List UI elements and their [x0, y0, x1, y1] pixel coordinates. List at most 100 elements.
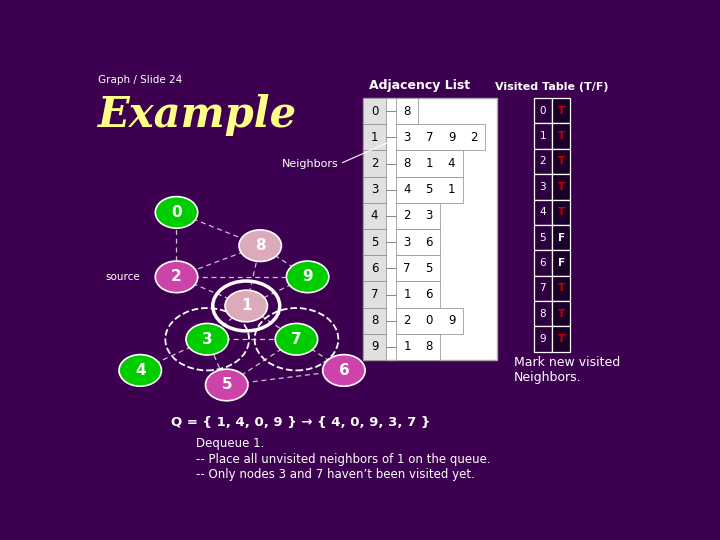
- Text: 6: 6: [371, 262, 378, 275]
- Circle shape: [239, 230, 282, 261]
- Text: 6: 6: [426, 235, 433, 248]
- Text: 2: 2: [403, 314, 410, 327]
- Text: 7: 7: [426, 131, 433, 144]
- Bar: [364, 255, 386, 281]
- Text: 9: 9: [539, 334, 546, 344]
- Bar: [534, 275, 552, 301]
- Text: 8: 8: [539, 309, 546, 319]
- Text: 3: 3: [202, 332, 212, 347]
- Text: Dequeue 1.: Dequeue 1.: [196, 437, 264, 450]
- Bar: [552, 149, 570, 174]
- Text: 7: 7: [403, 262, 410, 275]
- Bar: [364, 98, 386, 124]
- Text: 8: 8: [426, 340, 433, 353]
- Bar: [396, 203, 441, 229]
- Text: 5: 5: [371, 235, 378, 248]
- Text: 0: 0: [426, 314, 433, 327]
- Bar: [364, 281, 386, 308]
- Bar: [534, 301, 552, 326]
- Circle shape: [119, 355, 161, 386]
- Bar: [552, 250, 570, 275]
- Text: 3: 3: [371, 183, 378, 196]
- Text: 5: 5: [426, 262, 433, 275]
- Bar: [396, 151, 463, 177]
- Bar: [534, 98, 552, 124]
- Text: 2: 2: [171, 269, 182, 285]
- Text: -- Only nodes 3 and 7 haven’t been visited yet.: -- Only nodes 3 and 7 haven’t been visit…: [196, 468, 475, 481]
- Text: Visited Table (T/F): Visited Table (T/F): [495, 82, 609, 92]
- Bar: [364, 203, 386, 229]
- Text: 4: 4: [403, 183, 410, 196]
- Text: 3: 3: [403, 235, 410, 248]
- Bar: [364, 177, 386, 203]
- Text: 8: 8: [255, 238, 266, 253]
- Text: 2: 2: [371, 157, 378, 170]
- Bar: [552, 199, 570, 225]
- Text: 1: 1: [241, 299, 251, 313]
- Bar: [396, 334, 441, 360]
- Text: 5: 5: [426, 183, 433, 196]
- Bar: [552, 225, 570, 250]
- Text: Adjacency List: Adjacency List: [369, 79, 469, 92]
- Bar: [396, 255, 441, 281]
- Bar: [396, 308, 463, 334]
- Bar: [534, 225, 552, 250]
- Text: 4: 4: [448, 157, 455, 170]
- Text: T: T: [557, 106, 565, 116]
- Text: 1: 1: [371, 131, 378, 144]
- Text: F: F: [558, 233, 564, 242]
- Text: Neighbors: Neighbors: [282, 159, 338, 169]
- Text: 6: 6: [539, 258, 546, 268]
- Circle shape: [275, 323, 318, 355]
- Text: T: T: [557, 284, 565, 293]
- Bar: [364, 151, 386, 177]
- Text: 2: 2: [403, 210, 410, 222]
- Bar: [364, 229, 386, 255]
- Text: T: T: [557, 207, 565, 217]
- Text: 9: 9: [371, 340, 378, 353]
- Text: 9: 9: [448, 131, 455, 144]
- Text: 7: 7: [371, 288, 378, 301]
- Text: T: T: [557, 131, 565, 141]
- Text: 1: 1: [426, 157, 433, 170]
- Text: 2: 2: [539, 157, 546, 166]
- Bar: [552, 301, 570, 326]
- Bar: [552, 275, 570, 301]
- Bar: [364, 124, 386, 151]
- Circle shape: [225, 290, 267, 322]
- Bar: [364, 308, 386, 334]
- Text: 7: 7: [291, 332, 302, 347]
- Text: 2: 2: [470, 131, 477, 144]
- Bar: [552, 124, 570, 149]
- Text: Example: Example: [98, 94, 297, 136]
- Circle shape: [186, 323, 228, 355]
- Text: 4: 4: [539, 207, 546, 217]
- Text: 0: 0: [371, 105, 378, 118]
- Text: 5: 5: [221, 377, 232, 393]
- Text: 9: 9: [448, 314, 455, 327]
- Circle shape: [287, 261, 329, 293]
- Text: source: source: [105, 272, 140, 282]
- Text: 8: 8: [371, 314, 378, 327]
- Bar: [534, 124, 552, 149]
- Circle shape: [205, 369, 248, 401]
- Text: 3: 3: [426, 210, 433, 222]
- Text: 0: 0: [171, 205, 182, 220]
- Circle shape: [156, 197, 198, 228]
- Text: 9: 9: [302, 269, 313, 285]
- Text: T: T: [557, 334, 565, 344]
- Text: T: T: [557, 309, 565, 319]
- Bar: [396, 229, 441, 255]
- Circle shape: [323, 355, 365, 386]
- Bar: [552, 98, 570, 124]
- Text: 7: 7: [539, 284, 546, 293]
- Text: Mark new visited
Neighbors.: Mark new visited Neighbors.: [514, 356, 621, 384]
- Bar: [396, 98, 418, 124]
- Bar: [364, 98, 498, 360]
- Bar: [534, 199, 552, 225]
- Text: 3: 3: [539, 182, 546, 192]
- Text: F: F: [558, 258, 564, 268]
- Text: 1: 1: [448, 183, 455, 196]
- Text: 4: 4: [371, 210, 378, 222]
- Bar: [534, 326, 552, 352]
